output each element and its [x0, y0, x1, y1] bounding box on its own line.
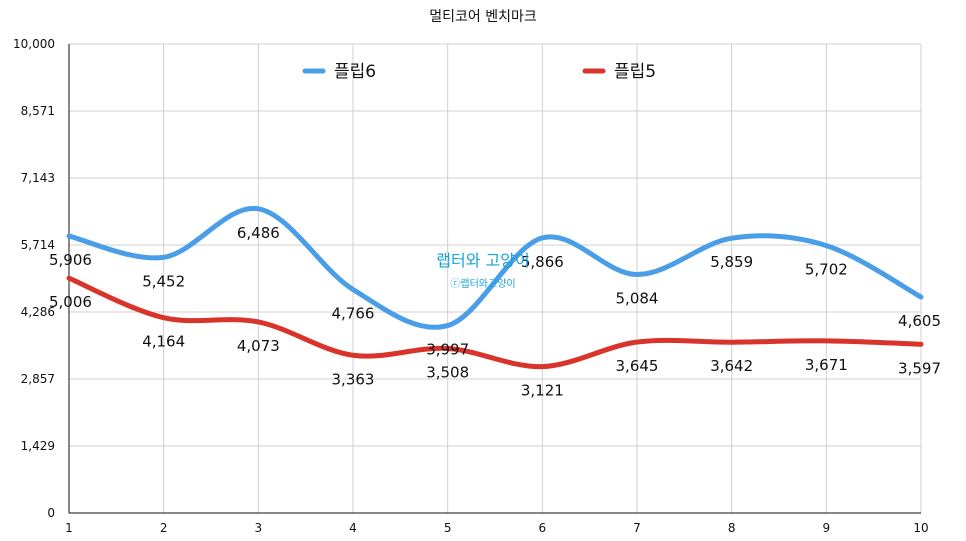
legend: 플립6 플립5	[302, 62, 656, 82]
y-tick-label: 7,143	[21, 171, 55, 185]
x-tick-label: 4	[349, 521, 357, 535]
watermark: 랩터와 고양이 ⓒ랩터와고양이	[436, 251, 529, 290]
x-tick-label: 7	[633, 521, 641, 535]
x-tick-label: 9	[823, 521, 831, 535]
data-label: 3,121	[521, 382, 564, 400]
data-label: 5,702	[805, 261, 848, 279]
data-label: 4,766	[332, 304, 375, 322]
y-tick-label: 1,429	[21, 439, 55, 453]
y-tick-label: 8,571	[21, 104, 55, 118]
data-label: 3,642	[710, 357, 753, 375]
data-label: 4,164	[142, 333, 185, 351]
data-label: 3,508	[426, 363, 469, 381]
data-label: 3,645	[616, 357, 659, 375]
y-tick-label: 2,857	[21, 372, 55, 386]
x-tick-label: 10	[913, 521, 928, 535]
x-tick-label: 8	[728, 521, 736, 535]
x-tick-label: 3	[255, 521, 263, 535]
series-line-2	[66, 275, 924, 370]
data-label: 5,866	[521, 253, 564, 271]
x-tick-label: 1	[65, 521, 73, 535]
y-tick-label: 0	[47, 506, 55, 520]
y-axis-ticks: 0 1,429 2,857 4,286 5,714 7,143 8,571 10,000	[13, 37, 55, 520]
x-axis-ticks: 1 2 3 4 5 6 7 8 9 10	[65, 521, 928, 535]
series-line-1	[66, 206, 924, 330]
chart-title: 멀티코어 벤치마크	[429, 9, 537, 25]
watermark-sub: ⓒ랩터와고양이	[450, 278, 515, 290]
data-label: 5,006	[49, 293, 92, 311]
data-label: 3,671	[805, 356, 848, 374]
data-labels: 5,906 5,452 6,486 4,766 3,997 5,866 5,084 5,859…	[49, 224, 941, 400]
grid-lines	[68, 43, 922, 514]
y-tick-label: 10,000	[13, 37, 55, 51]
x-tick-label: 5	[444, 521, 452, 535]
series-lines	[66, 206, 924, 370]
data-label: 4,073	[237, 337, 280, 355]
data-label: 5,084	[616, 290, 659, 308]
data-label: 3,997	[426, 341, 469, 359]
y-tick-label: 4,286	[21, 305, 55, 319]
legend-label: 플립6	[334, 62, 376, 82]
data-label: 3,597	[898, 359, 941, 377]
data-label: 3,363	[332, 370, 375, 388]
x-tick-label: 6	[539, 521, 547, 535]
y-tick-label: 5,714	[21, 238, 55, 252]
data-label: 5,906	[49, 251, 92, 269]
data-label: 4,605	[898, 312, 941, 330]
legend-label: 플립5	[614, 62, 656, 82]
data-label: 6,486	[237, 224, 280, 242]
data-label: 5,452	[142, 272, 185, 290]
x-tick-label: 2	[160, 521, 168, 535]
data-label: 5,859	[710, 253, 753, 271]
watermark-main: 랩터와 고양이	[436, 251, 529, 270]
